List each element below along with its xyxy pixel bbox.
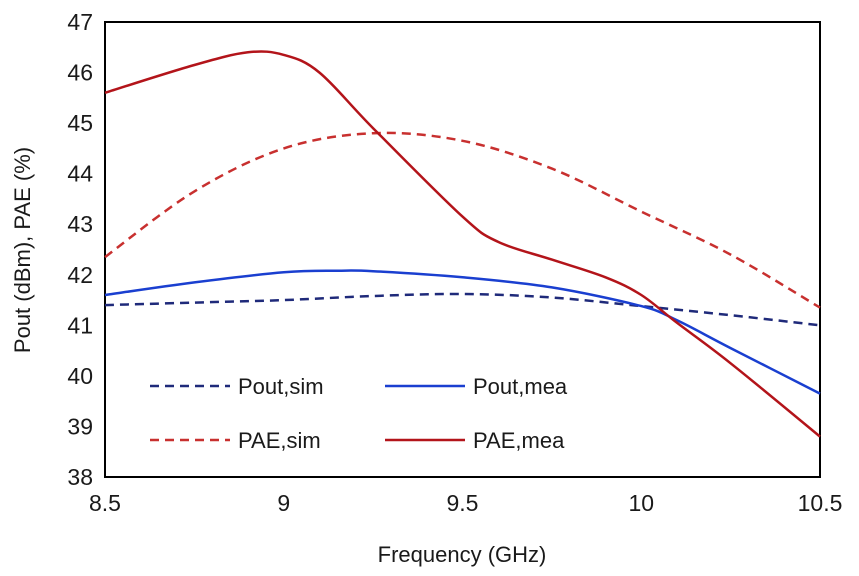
y-tick-labels: 38 39 40 41 42 43 44 45 46 47 [67, 9, 93, 490]
y-tick-label: 38 [67, 464, 93, 490]
y-tick-label: 47 [67, 9, 93, 35]
series-line-pae-sim [104, 131, 821, 309]
y-tick-label: 44 [67, 161, 93, 187]
series-line-pout-sim [104, 292, 821, 327]
x-tick-labels: 8.5 9 9.5 10 10.5 [89, 490, 842, 516]
y-tick-label: 42 [67, 262, 93, 288]
legend-label-pout-sim: Pout,sim [238, 374, 324, 399]
y-tick-label: 39 [67, 413, 93, 439]
x-tick-label: 9.5 [447, 490, 479, 516]
legend-label-pae-sim: PAE,sim [238, 428, 321, 453]
legend: Pout,sim Pout,mea PAE,sim PAE,mea [150, 374, 568, 453]
legend-label-pout-mea: Pout,mea [473, 374, 568, 399]
series-line-pae-mea [104, 50, 821, 438]
x-axis-title: Frequency (GHz) [378, 542, 547, 567]
series-layer [104, 50, 821, 438]
x-tick-label: 9 [277, 490, 290, 516]
legend-label-pae-mea: PAE,mea [473, 428, 565, 453]
y-tick-label: 46 [67, 60, 93, 86]
x-tick-label: 10.5 [798, 490, 843, 516]
y-tick-label: 40 [67, 363, 93, 389]
y-tick-label: 45 [67, 110, 93, 136]
y-tick-label: 43 [67, 211, 93, 237]
x-tick-label: 8.5 [89, 490, 121, 516]
y-axis-title: Pout (dBm), PAE (%) [10, 147, 35, 353]
series-line-pout-mea [104, 269, 821, 395]
x-tick-label: 10 [628, 490, 654, 516]
plot-frame [104, 21, 821, 478]
y-tick-label: 41 [67, 312, 93, 338]
